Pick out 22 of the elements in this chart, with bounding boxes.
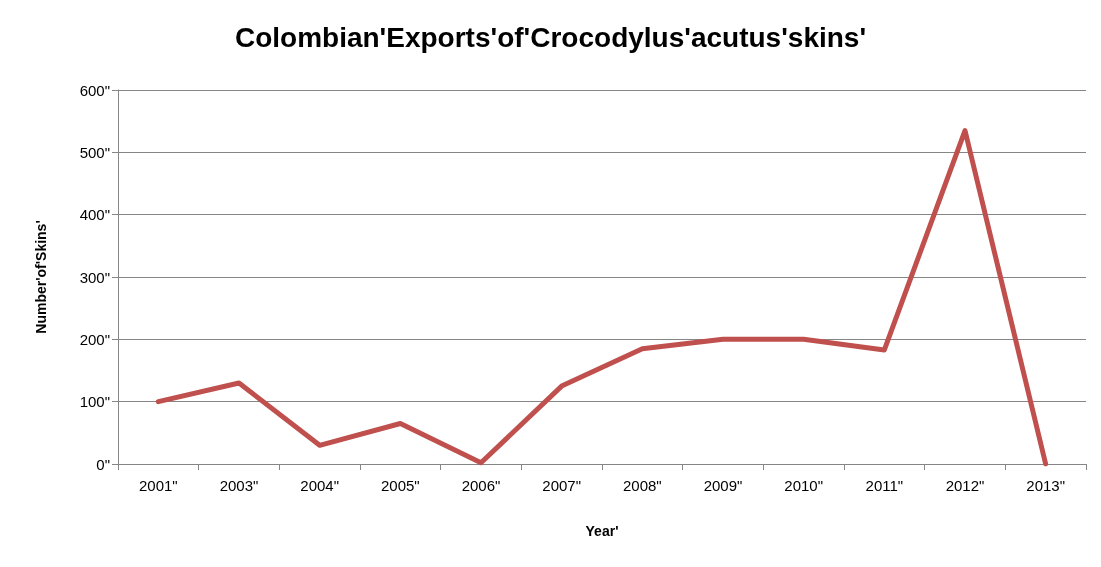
y-tick-label: 600": [79, 81, 110, 99]
x-tick-label: 2001": [138, 477, 178, 494]
chart-title: Colombian'Exports'of'Crocodylus'acutus'skins': [234, 21, 867, 53]
y-tick-label: 200": [79, 330, 110, 348]
x-tick-label: 2004": [300, 477, 340, 494]
x-tick-label: 2009": [703, 477, 743, 494]
y-tick-label: 400": [79, 206, 110, 224]
x-tick-label: 2010": [784, 477, 824, 494]
x-tick-label: 2007": [542, 477, 582, 494]
x-tick-label: 2008": [622, 477, 662, 494]
x-tick-label: 2005": [380, 477, 420, 494]
x-tick-label: 2011": [865, 477, 904, 494]
x-axis-title: Year': [585, 523, 619, 539]
y-tick-label: 500": [79, 143, 110, 161]
x-tick-label: 2003": [219, 477, 259, 494]
y-axis-title: Number'of'Skins': [33, 220, 49, 334]
x-tick-label: 2012": [945, 477, 985, 494]
y-tick-label: 300": [79, 268, 110, 286]
y-tick-label: 0": [96, 455, 110, 473]
x-tick-label: 2006": [461, 477, 501, 494]
x-tick-label: 2013": [1026, 477, 1066, 494]
y-tick-label: 100": [79, 393, 110, 411]
